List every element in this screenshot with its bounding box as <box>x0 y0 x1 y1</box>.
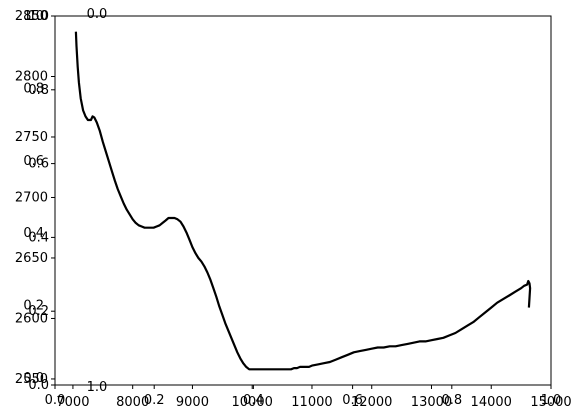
overlay-y-tick-label: 0.0 <box>28 378 49 393</box>
x-tick-label: 11000 <box>291 395 332 410</box>
inner-y-tick-label: 0.0 <box>23 371 44 386</box>
x-tick-label: 9000 <box>176 395 209 410</box>
top-stray-label: 0.0 <box>87 7 108 22</box>
inner-y-tick-label: 0.6 <box>23 154 44 169</box>
x-tick-label: 7000 <box>56 395 89 410</box>
y-tick-label: 2800 <box>15 69 48 84</box>
inner-y-tick-label: 1.0 <box>23 9 44 24</box>
x-tick-label: 14000 <box>471 395 512 410</box>
overlay-y-tick-label: 0.8 <box>28 83 49 98</box>
x-tick-label: 13000 <box>411 395 452 410</box>
inner-y-tick-label: 0.8 <box>23 81 44 96</box>
overlay-x-tick-label: 0.0 <box>45 393 66 408</box>
series-line <box>74 31 532 371</box>
y-tick-label: 2850 <box>15 9 48 24</box>
plot-frame <box>54 15 552 386</box>
overlay-x-tick-label: 0.8 <box>441 393 462 408</box>
inner-y-tick-label: 0.4 <box>23 226 44 241</box>
inner-y-tick-label: 0.2 <box>23 299 44 314</box>
overlay-y-tick-label: 0.4 <box>28 230 49 245</box>
y-tick-label: 2650 <box>15 251 48 266</box>
bottom-stray-label: 1.0 <box>87 380 108 395</box>
overlay-y-tick-label: 0.2 <box>28 304 49 319</box>
overlay-x-tick-label: 0.6 <box>342 393 363 408</box>
y-tick-label: 2600 <box>15 311 48 326</box>
y-tick-label: 2550 <box>15 372 48 387</box>
overlay-x-tick-label: 1.0 <box>541 393 562 408</box>
y-tick-label: 2750 <box>15 130 48 145</box>
y-tick-label: 2700 <box>15 190 48 205</box>
overlay-x-tick-label: 0.4 <box>243 393 264 408</box>
x-tick-label: 8000 <box>116 395 149 410</box>
overlay-y-tick-label: 1.0 <box>28 9 49 24</box>
overlay-y-tick-label: 0.6 <box>28 157 49 172</box>
x-tick-label: 15000 <box>530 395 571 410</box>
x-tick-label: 10000 <box>232 395 273 410</box>
x-tick-label: 12000 <box>351 395 392 410</box>
overlay-x-tick-label: 0.2 <box>144 393 165 408</box>
